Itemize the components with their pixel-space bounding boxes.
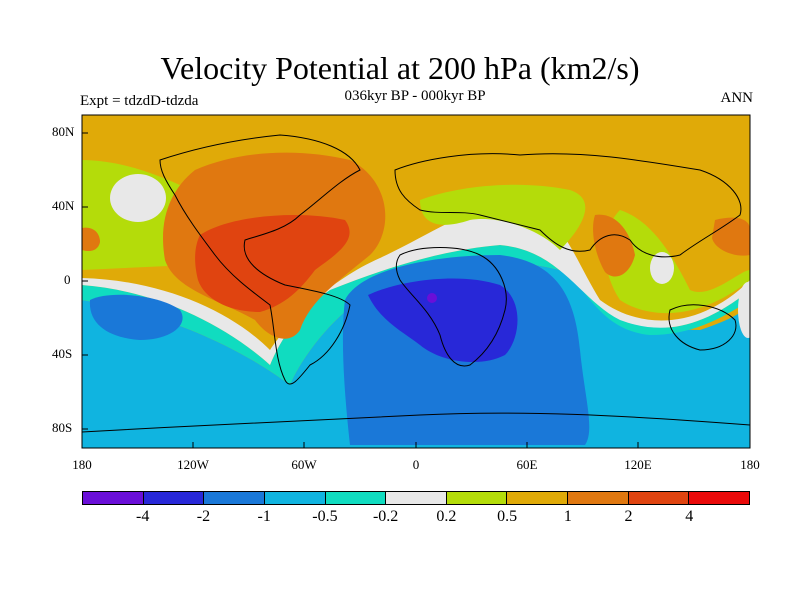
colorbar-label-1: -2 <box>196 508 211 525</box>
map-subtitle: 036kyr BP - 000kyr BP <box>344 88 486 104</box>
lon-label-60e: 60E <box>516 457 538 472</box>
axis-ticks <box>82 132 639 448</box>
colorbar-box-10 <box>689 492 750 504</box>
colorbar-label-7: 1 <box>563 508 572 525</box>
colorbar-box-7 <box>507 492 569 504</box>
colorbar-box-6 <box>446 492 508 504</box>
colorbar-box-2 <box>204 492 265 504</box>
colorbar-label-8: 2 <box>624 508 633 525</box>
colorbar-box-3 <box>264 492 326 504</box>
map-title: Velocity Potential at 200 hPa (km2/s) <box>160 50 640 86</box>
colorbar-box-1 <box>143 492 205 504</box>
colorbar-box-5 <box>386 492 447 504</box>
contour-fill <box>82 115 750 448</box>
experiment-label: Expt = tdzdD-tdzda <box>80 93 199 109</box>
colorbar-label-6: 0.5 <box>497 508 518 525</box>
colorbar-box-4 <box>325 492 387 504</box>
lat-label-40n: 40N <box>52 198 75 213</box>
colorbar-box-0 <box>83 492 144 504</box>
lon-label-0: 0 <box>412 457 420 472</box>
colorbar <box>82 491 750 505</box>
colorbar-label-0: -4 <box>136 508 150 525</box>
lon-label-180w: 180 <box>72 457 92 472</box>
colorbar-label-9: 4 <box>685 508 694 525</box>
season-label: ANN <box>720 90 754 106</box>
lat-label-40s: 40S <box>52 346 73 361</box>
colorbar-label-2: -1 <box>257 508 271 525</box>
lat-label-eq: 0 <box>64 272 71 287</box>
lat-label-80s: 80S <box>52 420 73 435</box>
lon-label-120e: 120E <box>624 457 652 472</box>
lon-label-120w: 120W <box>177 457 209 472</box>
lon-label-60w: 60W <box>291 457 317 472</box>
colorbar-box-9 <box>628 492 690 504</box>
colorbar-label-5: 0.2 <box>436 508 457 525</box>
coastlines <box>82 134 750 433</box>
colorbar-box-8 <box>568 492 629 504</box>
lon-label-180e: 180 <box>740 457 760 472</box>
colorbar-label-3: -0.5 <box>312 508 338 525</box>
lat-label-80n: 80N <box>52 124 75 139</box>
colorbar-label-4: -0.2 <box>372 508 399 525</box>
